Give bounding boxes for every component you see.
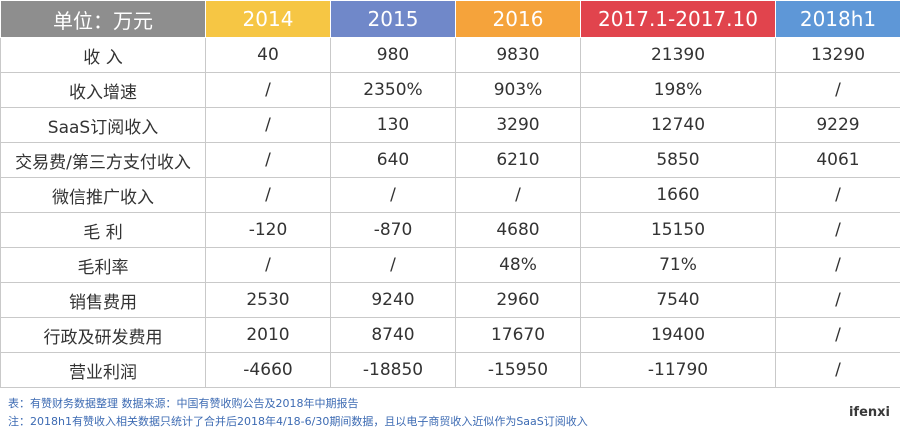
- header-row: 单位：万元 2014 2015 2016 2017.1-2017.10 2018h1: [0, 0, 900, 38]
- cell: 48%: [455, 247, 581, 283]
- cell: 2010: [205, 317, 331, 353]
- cell: 40: [205, 37, 331, 73]
- header-cell: 2015: [330, 0, 456, 38]
- header-cell: 2017.1-2017.10: [580, 0, 776, 38]
- cell: /: [330, 177, 456, 213]
- cell: 9830: [455, 37, 581, 73]
- cell: 17670: [455, 317, 581, 353]
- table-row: SaaS订阅收入/130 3290 12740 9229: [0, 107, 900, 143]
- cell: /: [455, 177, 581, 213]
- cell: /: [330, 247, 456, 283]
- header-cell: 单位：万元: [0, 0, 206, 38]
- table-row: 微信推广收入 / //1660/: [0, 177, 900, 213]
- cell: 2530: [205, 282, 331, 318]
- cell: 980: [330, 37, 456, 73]
- row-label: 收入增速: [0, 72, 206, 108]
- row-label: 毛 利: [0, 212, 206, 248]
- cell: /: [205, 142, 331, 178]
- logo: ifenxi: [848, 405, 890, 420]
- header-cell: 2018h1: [775, 0, 900, 38]
- row-label: SaaS订阅收入: [0, 107, 206, 143]
- cell: 198%: [580, 72, 776, 108]
- table-row: 毛 利 -120 -870 4680 15150/: [0, 212, 900, 248]
- table-row: 行政及研发费用 2010 8740 17670 19400/: [0, 317, 900, 353]
- cell: -18850: [330, 352, 456, 388]
- table-row: 营业利润 -4660 -18850 -15950 -11790/: [0, 352, 900, 388]
- row-label: 毛利率: [0, 247, 206, 283]
- cell: /: [775, 212, 900, 248]
- cell: 12740: [580, 107, 776, 143]
- cell: /: [775, 72, 900, 108]
- cell: -870: [330, 212, 456, 248]
- cell: 15150: [580, 212, 776, 248]
- row-label: 销售费用: [0, 282, 206, 318]
- table-row: 销售费用 2530 9240 2960 7540/: [0, 282, 900, 318]
- table-row: 收 入 40 980 9830 21390 13290: [0, 37, 900, 73]
- note-line: 注：2018h1有赞收入相关数据只统计了合并后2018年4/18-6/30期间数…: [8, 415, 588, 428]
- table-row: 收入增速/2350% 903% 198% /: [0, 72, 900, 108]
- cell: /: [205, 107, 331, 143]
- note-line: 表：有赞财务数据整理 数据来源：中国有赞收购公告及2018年中期报告: [8, 397, 359, 410]
- cell: 2350%: [330, 72, 456, 108]
- cell: /: [205, 72, 331, 108]
- cell: 6210: [455, 142, 581, 178]
- cell: 640: [330, 142, 456, 178]
- table-body: 收 入 40 980 9830 21390 13290 收入增速/2350% 903% 198%…: [0, 37, 900, 388]
- table-row: 毛利率 //48% 71% /: [0, 247, 900, 283]
- cell: 903%: [455, 72, 581, 108]
- row-label: 微信推广收入: [0, 177, 206, 213]
- row-label: 收 入: [0, 37, 206, 73]
- cell: 13290: [775, 37, 900, 73]
- cell: 7540: [580, 282, 776, 318]
- row-label: 行政及研发费用: [0, 317, 206, 353]
- cell: -120: [205, 212, 331, 248]
- cell: 9229: [775, 107, 900, 143]
- cell: /: [775, 282, 900, 318]
- cell: /: [775, 317, 900, 353]
- cell: /: [205, 177, 331, 213]
- row-label: 交易费/第三方支付收入: [0, 142, 206, 178]
- cell: 2960: [455, 282, 581, 318]
- cell: 8740: [330, 317, 456, 353]
- row-label: 营业利润: [0, 352, 206, 388]
- cell: 71%: [580, 247, 776, 283]
- cell: 130: [330, 107, 456, 143]
- cell: 21390: [580, 37, 776, 73]
- cell: 4061: [775, 142, 900, 178]
- cell: /: [205, 247, 331, 283]
- cell: 9240: [330, 282, 456, 318]
- finance-table: 单位：万元 2014 2015 2016 2017.1-2017.10 2018h1 收 …: [0, 0, 900, 388]
- header-cell: 2014: [205, 0, 331, 38]
- notes: 表：有赞财务数据整理 数据来源：中国有赞收购公告及2018年中期报告注：2018…: [8, 395, 588, 431]
- cell: -15950: [455, 352, 581, 388]
- cell: /: [775, 352, 900, 388]
- cell: -4660: [205, 352, 331, 388]
- cell: /: [775, 247, 900, 283]
- cell: /: [775, 177, 900, 213]
- cell: 5850: [580, 142, 776, 178]
- cell: 1660: [580, 177, 776, 213]
- cell: 3290: [455, 107, 581, 143]
- table-row: 交易费/第三方支付收入/640 6210 5850 4061: [0, 142, 900, 178]
- header-cell: 2016: [455, 0, 581, 38]
- cell: 19400: [580, 317, 776, 353]
- cell: -11790: [580, 352, 776, 388]
- cell: 4680: [455, 212, 581, 248]
